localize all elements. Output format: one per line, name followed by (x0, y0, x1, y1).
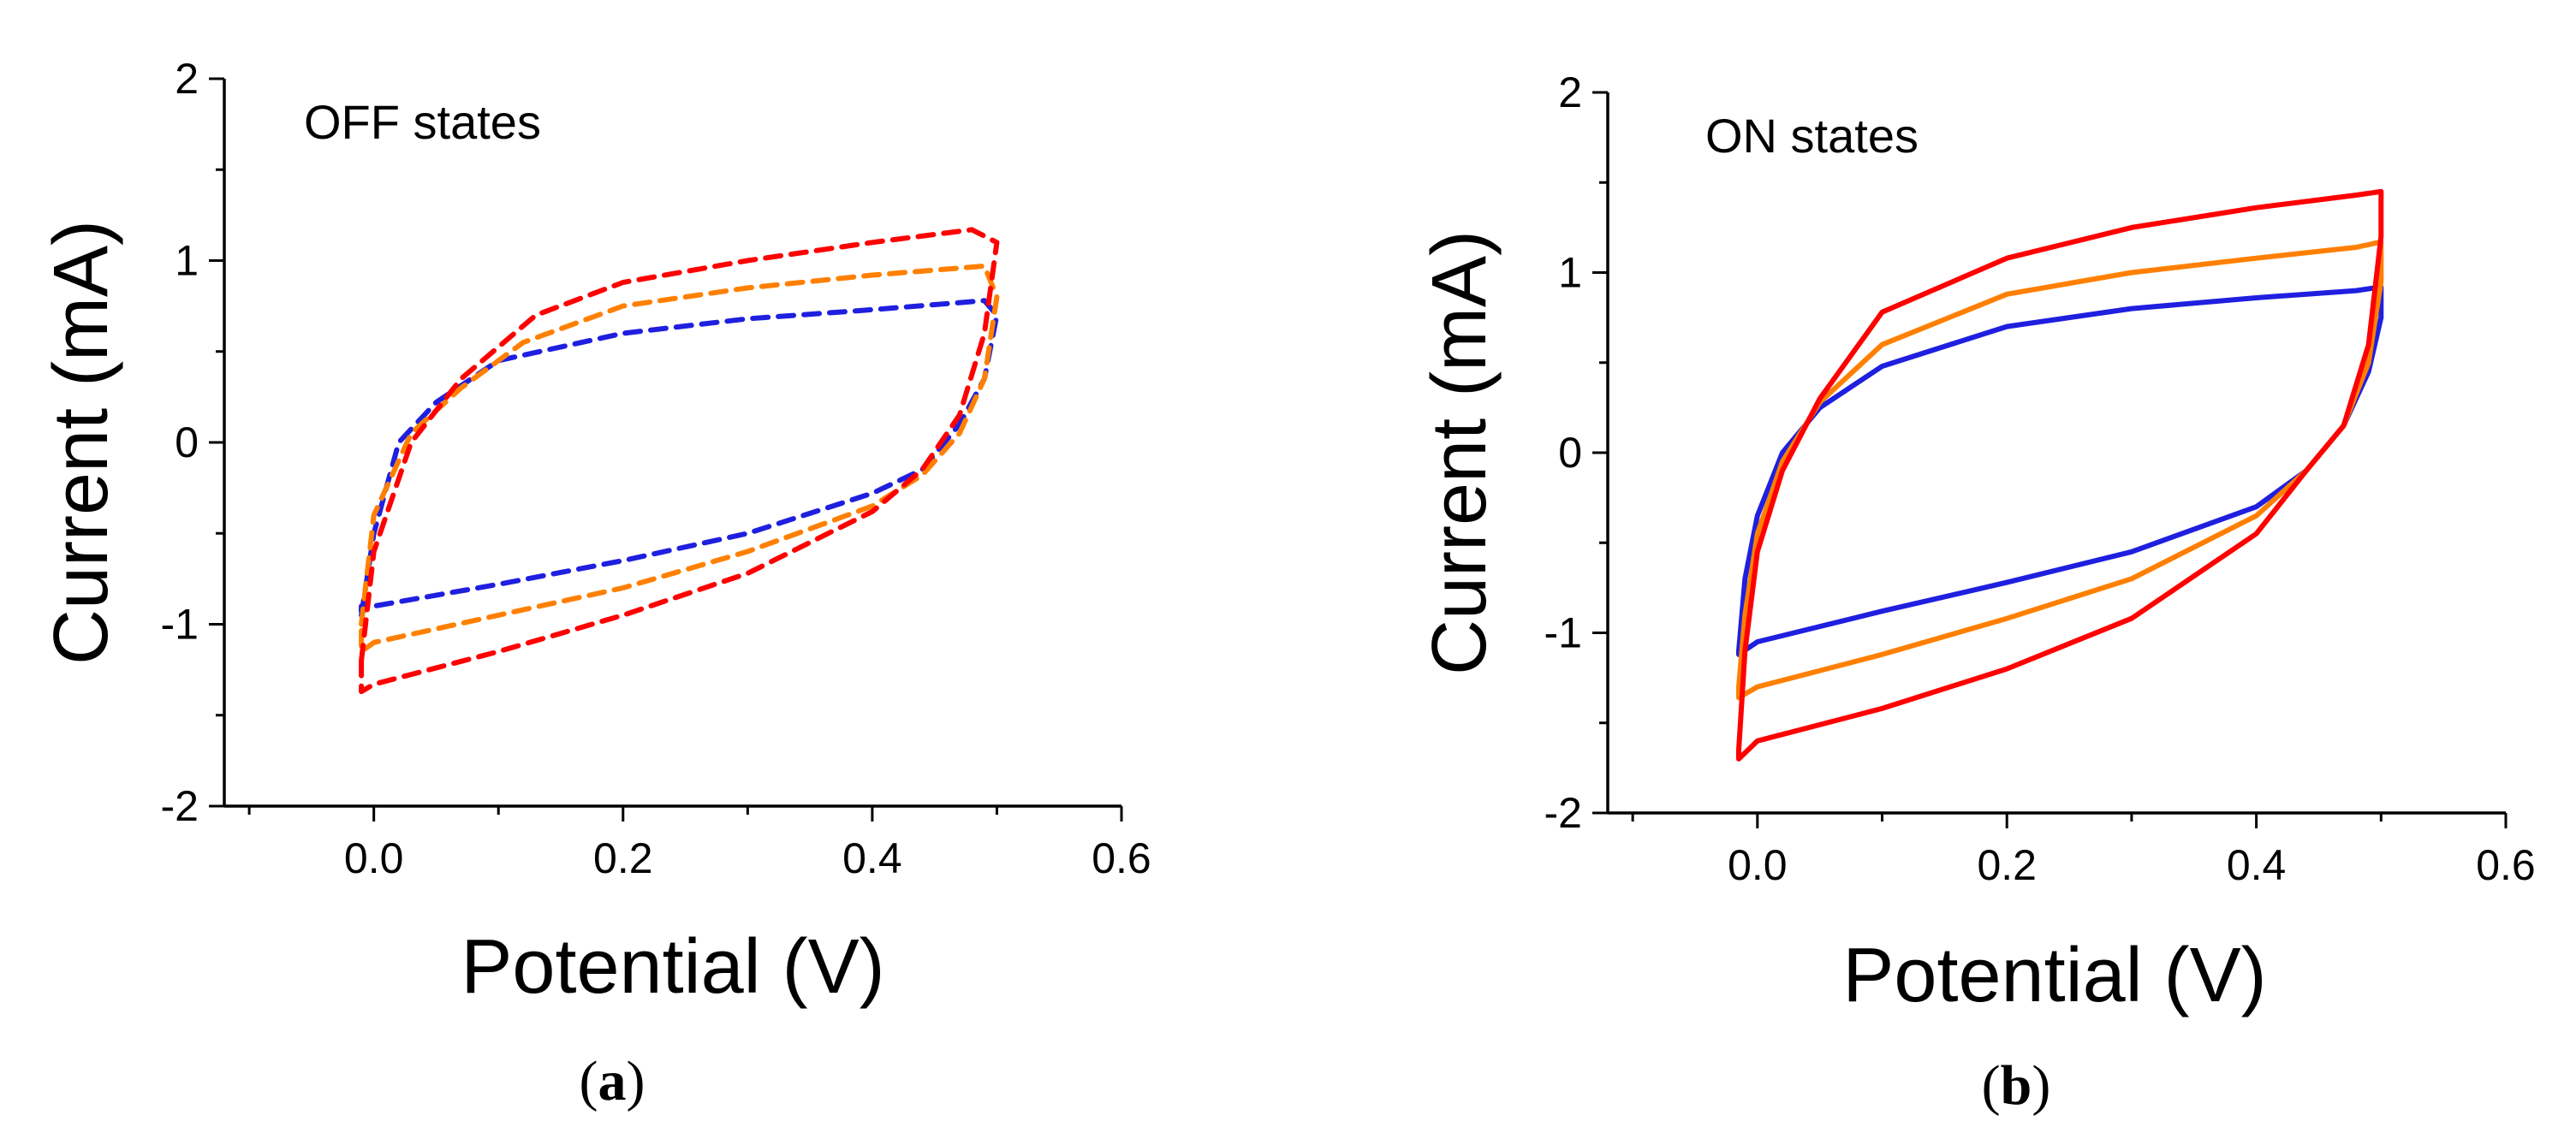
panel-a-chart: -2 -1 0 1 2 0.0 0.2 0.4 0.6 OFF states Potential… (39, 55, 1151, 1112)
panel-a-series (359, 227, 1000, 695)
panel-b-ticks: -2 -1 0 1 2 0.0 0.2 0.4 0.6 (1544, 68, 2536, 889)
panel-b-chart: -2 -1 0 1 2 0.0 0.2 0.4 0.6 ON states Potential … (1417, 68, 2536, 1117)
y-tick-label: -2 (1544, 789, 1582, 837)
series-red-line (359, 227, 1000, 695)
x-tick-label: 0.4 (842, 834, 902, 882)
x-tick-label: 0.6 (1092, 834, 1151, 882)
y-tick-label: -2 (161, 782, 199, 830)
y-tick-label: 2 (1558, 68, 1582, 116)
y-tick-label: -1 (161, 601, 199, 649)
panel-a-label: (a) (580, 1050, 645, 1112)
y-tick-label: 2 (175, 55, 199, 103)
panel-a-x-axis-title: Potential (V) (461, 924, 884, 1010)
y-tick-label: 0 (1558, 429, 1582, 477)
panel-b-annotation: ON states (1705, 109, 1919, 163)
series-orange-line (359, 263, 1000, 655)
panel-a-label-letter: a (598, 1050, 627, 1112)
series-red-line (1736, 188, 2384, 762)
x-tick-label: 0.0 (344, 834, 404, 882)
x-tick-label: 0.4 (2227, 841, 2287, 889)
y-tick-label: -1 (1544, 609, 1582, 657)
series-orange-line (1736, 239, 2384, 701)
panel-b-label-letter: b (2001, 1054, 2032, 1117)
panel-b-label: (b) (1982, 1054, 2051, 1117)
panel-b-series (1736, 188, 2384, 762)
y-tick-label: 1 (1558, 249, 1582, 297)
panel-a-axes (223, 79, 1121, 808)
x-tick-label: 0.6 (2476, 841, 2536, 889)
y-tick-label: 1 (175, 237, 199, 285)
y-tick-label: 0 (175, 418, 199, 466)
panel-a-annotation: OFF states (304, 95, 541, 149)
panel-b-x-axis-title: Potential (V) (1842, 933, 2266, 1018)
panel-b-y-axis-title: Current (mA) (1417, 230, 1502, 675)
panel-a-y-axis-title: Current (mA) (39, 220, 124, 665)
x-tick-label: 0.0 (1728, 841, 1788, 889)
series-blue-line (359, 298, 1000, 618)
x-tick-label: 0.2 (1977, 841, 2037, 889)
x-tick-label: 0.2 (593, 834, 653, 882)
panel-a-ticks: -2 -1 0 1 2 0.0 0.2 0.4 0.6 (161, 55, 1151, 882)
